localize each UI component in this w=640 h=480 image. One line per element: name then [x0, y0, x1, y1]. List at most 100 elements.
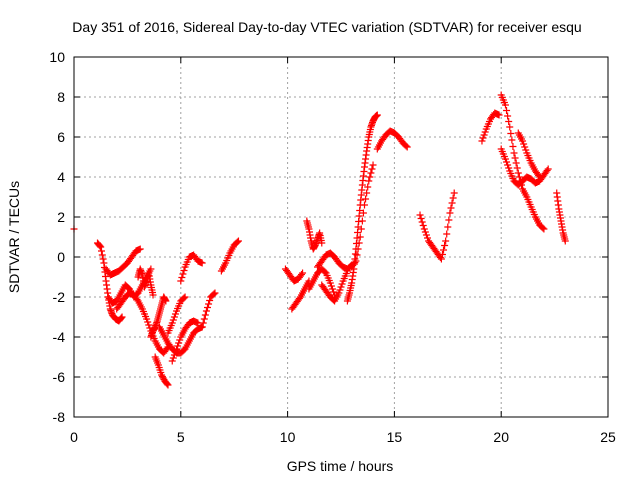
data-point: [97, 243, 105, 251]
y-tick-label: 0: [57, 249, 65, 265]
data-point: [179, 270, 187, 278]
data-point: [447, 204, 455, 212]
data-point: [96, 242, 104, 250]
data-point: [99, 255, 107, 263]
data-point: [513, 164, 521, 172]
data-point: [168, 319, 176, 327]
chart-title: Day 351 of 2016, Sidereal Day-to-day VTE…: [72, 19, 581, 35]
series-seg11: [164, 293, 189, 337]
series-seg14: [217, 237, 242, 275]
y-tick-label: 6: [57, 129, 65, 145]
data-point: [200, 315, 208, 323]
data-point: [421, 228, 429, 236]
data-point: [420, 225, 428, 233]
data-point: [175, 339, 183, 347]
y-tick-label: 2: [57, 209, 65, 225]
data-point: [448, 199, 456, 207]
data-point: [364, 183, 372, 191]
data-point: [367, 169, 375, 177]
data-point: [501, 155, 509, 163]
data-point: [544, 165, 552, 173]
data-point: [540, 225, 548, 233]
data-point: [199, 319, 207, 327]
series-seg21: [343, 111, 381, 305]
data-point: [373, 111, 381, 119]
data-point: [354, 245, 362, 253]
data-point: [504, 112, 512, 120]
data-point: [343, 267, 351, 275]
data-point: [446, 209, 454, 217]
data-point: [424, 234, 432, 242]
data-point: [444, 223, 452, 231]
y-tick-label: -4: [53, 329, 66, 345]
plot-frame: [73, 56, 609, 418]
data-point: [206, 297, 214, 304]
data-point: [147, 265, 155, 273]
data-point: [539, 224, 547, 232]
y-tick-label: -2: [53, 289, 66, 305]
data-point: [365, 177, 373, 185]
data-point: [561, 237, 569, 245]
series-seg17: [303, 217, 326, 253]
data-point: [438, 251, 446, 258]
data-point: [158, 373, 166, 380]
data-point: [198, 259, 206, 267]
data-point: [437, 255, 445, 263]
data-point: [181, 293, 189, 301]
data-point: [164, 381, 172, 389]
data-point: [366, 173, 374, 181]
x-tick-label: 15: [387, 429, 403, 445]
data-point: [169, 354, 177, 362]
data-point: [201, 311, 209, 319]
data-point: [136, 245, 144, 253]
data-point: [338, 280, 346, 288]
y-tick-label: -8: [53, 409, 66, 425]
data-point: [535, 172, 543, 179]
data-point: [205, 300, 213, 308]
data-point: [170, 313, 178, 321]
data-point: [326, 279, 334, 287]
series-seg19: [314, 249, 356, 273]
data-point: [173, 345, 181, 353]
series-seg27: [497, 145, 552, 189]
series-seg08: [151, 353, 172, 389]
data-point: [522, 146, 530, 154]
data-point: [233, 238, 241, 246]
data-point: [98, 251, 106, 259]
series-seg29: [553, 189, 569, 245]
data-point: [145, 321, 153, 329]
data-point: [419, 222, 427, 229]
series-seg22: [348, 161, 377, 271]
data-point: [416, 211, 424, 219]
series-seg06: [134, 265, 157, 299]
data-point: [162, 297, 170, 305]
data-point: [168, 357, 176, 365]
series-seg28: [514, 129, 544, 181]
data-point: [352, 257, 360, 265]
y-tick-label: 8: [57, 89, 65, 105]
data-point: [159, 374, 167, 382]
data-point: [441, 242, 449, 249]
data-point: [118, 313, 126, 321]
data-point: [177, 277, 185, 285]
data-point: [536, 173, 544, 181]
series-seg25: [478, 109, 503, 145]
data-point: [510, 149, 518, 157]
data-point: [351, 259, 359, 266]
data-point: [98, 247, 106, 255]
series-seg26: [497, 91, 548, 233]
data-point: [143, 315, 151, 323]
data-point: [503, 158, 511, 166]
data-point: [514, 169, 522, 177]
data-point: [174, 342, 182, 350]
data-point: [495, 111, 503, 119]
series-seg15: [281, 265, 307, 285]
y-tick-labels: -8 -6 -4 -2 0 2 4 6 8 10: [49, 49, 65, 425]
data-point: [149, 291, 157, 299]
series-seg12: [177, 251, 206, 285]
x-tick-label: 0: [70, 429, 78, 445]
data-point: [328, 285, 336, 293]
series-seg20: [318, 267, 351, 305]
data-point: [299, 269, 307, 277]
data-point: [449, 194, 457, 202]
